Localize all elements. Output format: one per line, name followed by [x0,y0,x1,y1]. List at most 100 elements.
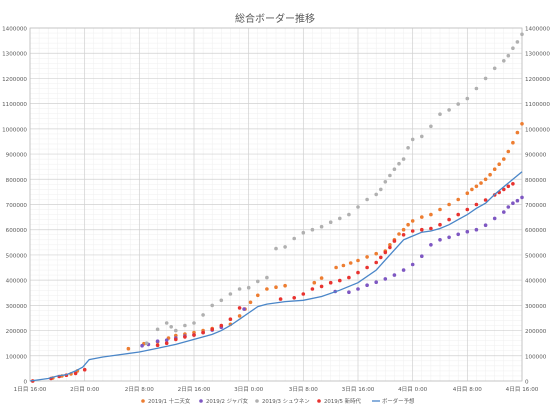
plot-border [29,27,523,382]
data-point [183,323,187,328]
y-tick-label-left: 500000 [6,253,28,259]
data-point [420,134,424,139]
data-point [506,149,511,154]
data-point [502,59,506,63]
legend-marker-swatch [255,399,259,403]
data-point [140,343,144,348]
data-point [334,265,338,270]
data-point [465,96,470,101]
data-point [319,276,324,280]
y-tick-label-right: 400000 [525,279,547,285]
data-point [73,371,78,376]
data-point [144,341,149,346]
y-tick-label-right: 600000 [525,228,547,234]
y-tick-label-right: 100000 [525,354,547,360]
legend-item: 2019/2 ジャパ女 [199,397,249,405]
data-point [465,191,470,195]
legend: 2019/1 十二天女 2019/2 ジャパ女 2019/3 シュウネン 2019/5… [141,397,415,405]
data-point [301,230,306,235]
data-point [383,277,388,281]
data-point [397,161,401,166]
data-point [438,222,442,227]
data-point [365,197,369,202]
data-point [488,172,492,177]
data-point [438,207,442,212]
data-point [492,216,497,221]
data-point [520,122,524,126]
data-point [410,229,415,233]
series-line [29,171,523,382]
y-tick-label-right: 1300000 [525,52,550,58]
legend-label: 2019/1 十二天女 [148,397,191,405]
y-tick-label-right: 1400000 [525,27,550,33]
data-point [447,202,451,207]
data-point [183,335,187,339]
data-point [410,137,415,142]
x-tick-label: 2日目 8:00 [125,386,155,393]
data-point [511,182,515,186]
plot-area [29,32,524,383]
data-point [174,328,178,333]
data-point [520,32,524,37]
data-point [474,86,479,91]
data-point [341,263,346,268]
data-point [356,205,360,209]
data-point [447,217,451,222]
data-point [201,330,205,335]
y-tick-label-left: 0 [23,380,27,386]
y-tick-label-left: 1400000 [2,27,27,33]
data-point [237,306,242,310]
y-tick-label-left: 200000 [6,329,28,335]
data-point [348,261,353,265]
data-point [192,321,196,325]
data-point [397,232,401,236]
data-point [470,187,474,192]
legend-item: 2019/1 十二天女 [141,397,191,405]
x-tick-label: 4日目 16:00 [506,386,539,393]
data-point [379,187,383,192]
data-point [228,317,233,322]
data-point [388,245,392,250]
data-point [438,238,442,242]
data-point [278,297,283,301]
data-point [255,279,260,284]
data-point [319,284,324,289]
data-point [465,229,470,234]
legend-marker-swatch [141,399,145,403]
data-point [506,53,511,58]
x-tick-label: 3日目 16:00 [342,386,375,393]
data-point [319,224,324,229]
y-tick-label-right: 0 [525,380,529,386]
data-point [164,321,169,325]
data-point [292,236,297,241]
data-point [246,285,251,290]
data-point [155,343,160,348]
data-point [456,197,461,202]
data-point [338,278,342,283]
data-point [365,283,369,288]
data-point [479,181,483,185]
data-point [483,76,488,81]
y-tick-label-left: 1300000 [2,52,27,58]
y-tick-label-right: 1100000 [525,102,550,108]
data-point [511,140,515,145]
data-point [515,40,520,44]
data-point [374,260,379,265]
data-point [388,243,392,247]
data-point [338,216,342,221]
legend-item: ボーダー予想 [372,397,415,405]
data-point [155,327,160,332]
data-point [155,339,160,344]
data-point [520,195,524,200]
data-point [410,262,415,267]
data-point [456,102,461,106]
data-point [82,367,87,372]
data-point [374,192,379,197]
data-point [429,124,433,129]
data-point [392,167,397,171]
data-point [347,290,351,295]
data-point [420,215,424,219]
x-tick-label: 4日目 8:00 [453,386,483,393]
